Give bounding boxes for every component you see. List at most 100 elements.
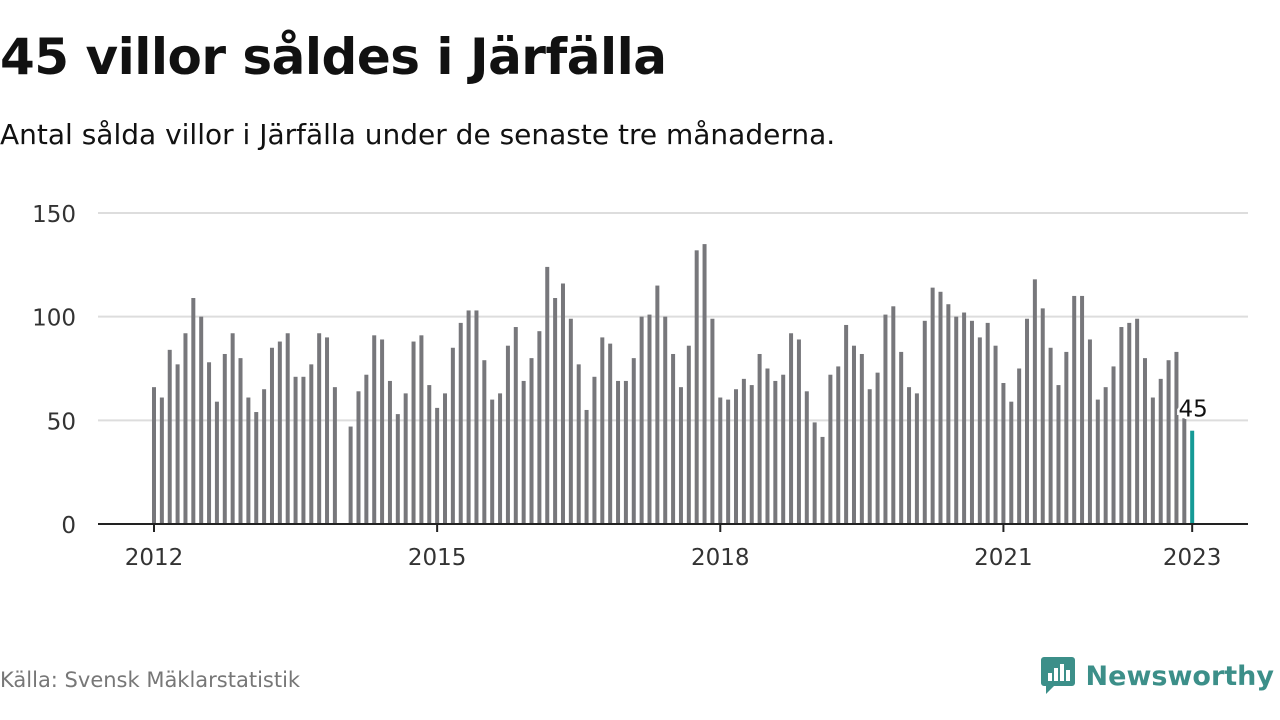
y-tick-label: 150 — [32, 202, 76, 228]
bar — [757, 353, 762, 524]
bar — [789, 333, 794, 524]
y-tick-label: 50 — [47, 409, 76, 435]
bar — [254, 412, 259, 524]
bar — [1150, 397, 1155, 524]
bar — [1103, 387, 1108, 524]
bar — [262, 389, 267, 524]
bar — [325, 337, 330, 524]
bar — [545, 266, 550, 524]
bar — [387, 380, 392, 524]
bar — [1158, 378, 1163, 524]
x-tick-label: 2012 — [125, 545, 184, 571]
bar — [623, 380, 628, 524]
bar — [930, 287, 935, 524]
bar — [686, 345, 691, 524]
bar — [1119, 327, 1124, 524]
bar — [482, 360, 487, 524]
bar — [749, 385, 754, 524]
bar — [907, 387, 912, 524]
bar — [152, 387, 156, 524]
bar — [828, 374, 833, 524]
bar — [348, 426, 353, 524]
bar — [851, 345, 856, 524]
bar — [513, 327, 518, 524]
bar — [962, 312, 967, 524]
bar — [726, 399, 731, 524]
x-tick-label: 2021 — [974, 545, 1033, 571]
bar — [1048, 347, 1053, 524]
bar — [985, 322, 990, 524]
bar — [1025, 318, 1030, 524]
bar — [639, 316, 644, 524]
bar — [356, 391, 361, 524]
bar — [678, 387, 683, 524]
bar — [222, 353, 227, 524]
bar — [891, 306, 896, 524]
chart-subtitle: Antal sålda villor i Järfälla under de s… — [0, 118, 836, 151]
bar — [694, 250, 699, 524]
bar — [741, 378, 746, 524]
bar — [859, 353, 864, 524]
bar — [1111, 366, 1116, 524]
bar — [1009, 401, 1014, 524]
bar — [600, 337, 605, 524]
bar — [922, 320, 927, 524]
bar — [804, 391, 809, 524]
bar — [969, 320, 974, 524]
bar — [167, 349, 172, 524]
bar — [1056, 385, 1061, 524]
bar — [1182, 418, 1187, 524]
bar — [521, 380, 526, 524]
bar — [631, 358, 636, 524]
bar — [490, 399, 495, 524]
x-tick-label: 2023 — [1163, 545, 1222, 571]
chart-title: 45 villor såldes i Järfälla — [0, 28, 667, 86]
bar — [820, 436, 825, 524]
bar — [938, 291, 943, 524]
bar — [781, 374, 786, 524]
bar — [403, 393, 408, 524]
bar — [380, 339, 385, 524]
bar — [647, 314, 652, 524]
bar — [946, 304, 951, 524]
bar — [458, 322, 463, 524]
bar — [914, 393, 919, 524]
bar — [293, 376, 298, 524]
bar — [568, 318, 573, 524]
bar — [1017, 368, 1022, 524]
bar — [718, 397, 723, 524]
bar — [560, 283, 565, 524]
bar — [199, 316, 204, 524]
bar — [977, 337, 982, 524]
bar — [812, 422, 817, 524]
bar — [608, 343, 613, 524]
bar — [159, 397, 164, 524]
bar — [238, 358, 243, 524]
bar — [655, 285, 660, 524]
bar — [765, 368, 770, 524]
highlight-data-label: 45 — [1179, 397, 1208, 423]
bar — [710, 318, 715, 524]
bar — [954, 316, 959, 524]
bar — [883, 314, 888, 524]
bar — [1032, 279, 1037, 524]
bar — [246, 397, 251, 524]
newsworthy-logo[interactable]: Newsworthy — [1040, 654, 1274, 698]
bar — [1087, 339, 1092, 524]
bar — [616, 380, 621, 524]
bar — [1040, 308, 1045, 524]
bar — [498, 393, 503, 524]
bar — [734, 389, 739, 524]
bar — [1095, 399, 1100, 524]
bar — [435, 407, 440, 524]
bar — [395, 414, 400, 524]
bar — [1127, 322, 1132, 524]
bar — [529, 358, 534, 524]
y-tick-label: 0 — [61, 513, 76, 539]
bar — [1080, 295, 1085, 524]
bar — [332, 387, 337, 524]
bar — [364, 374, 369, 524]
bar — [592, 376, 597, 524]
bar — [277, 341, 282, 524]
bar — [207, 362, 212, 524]
